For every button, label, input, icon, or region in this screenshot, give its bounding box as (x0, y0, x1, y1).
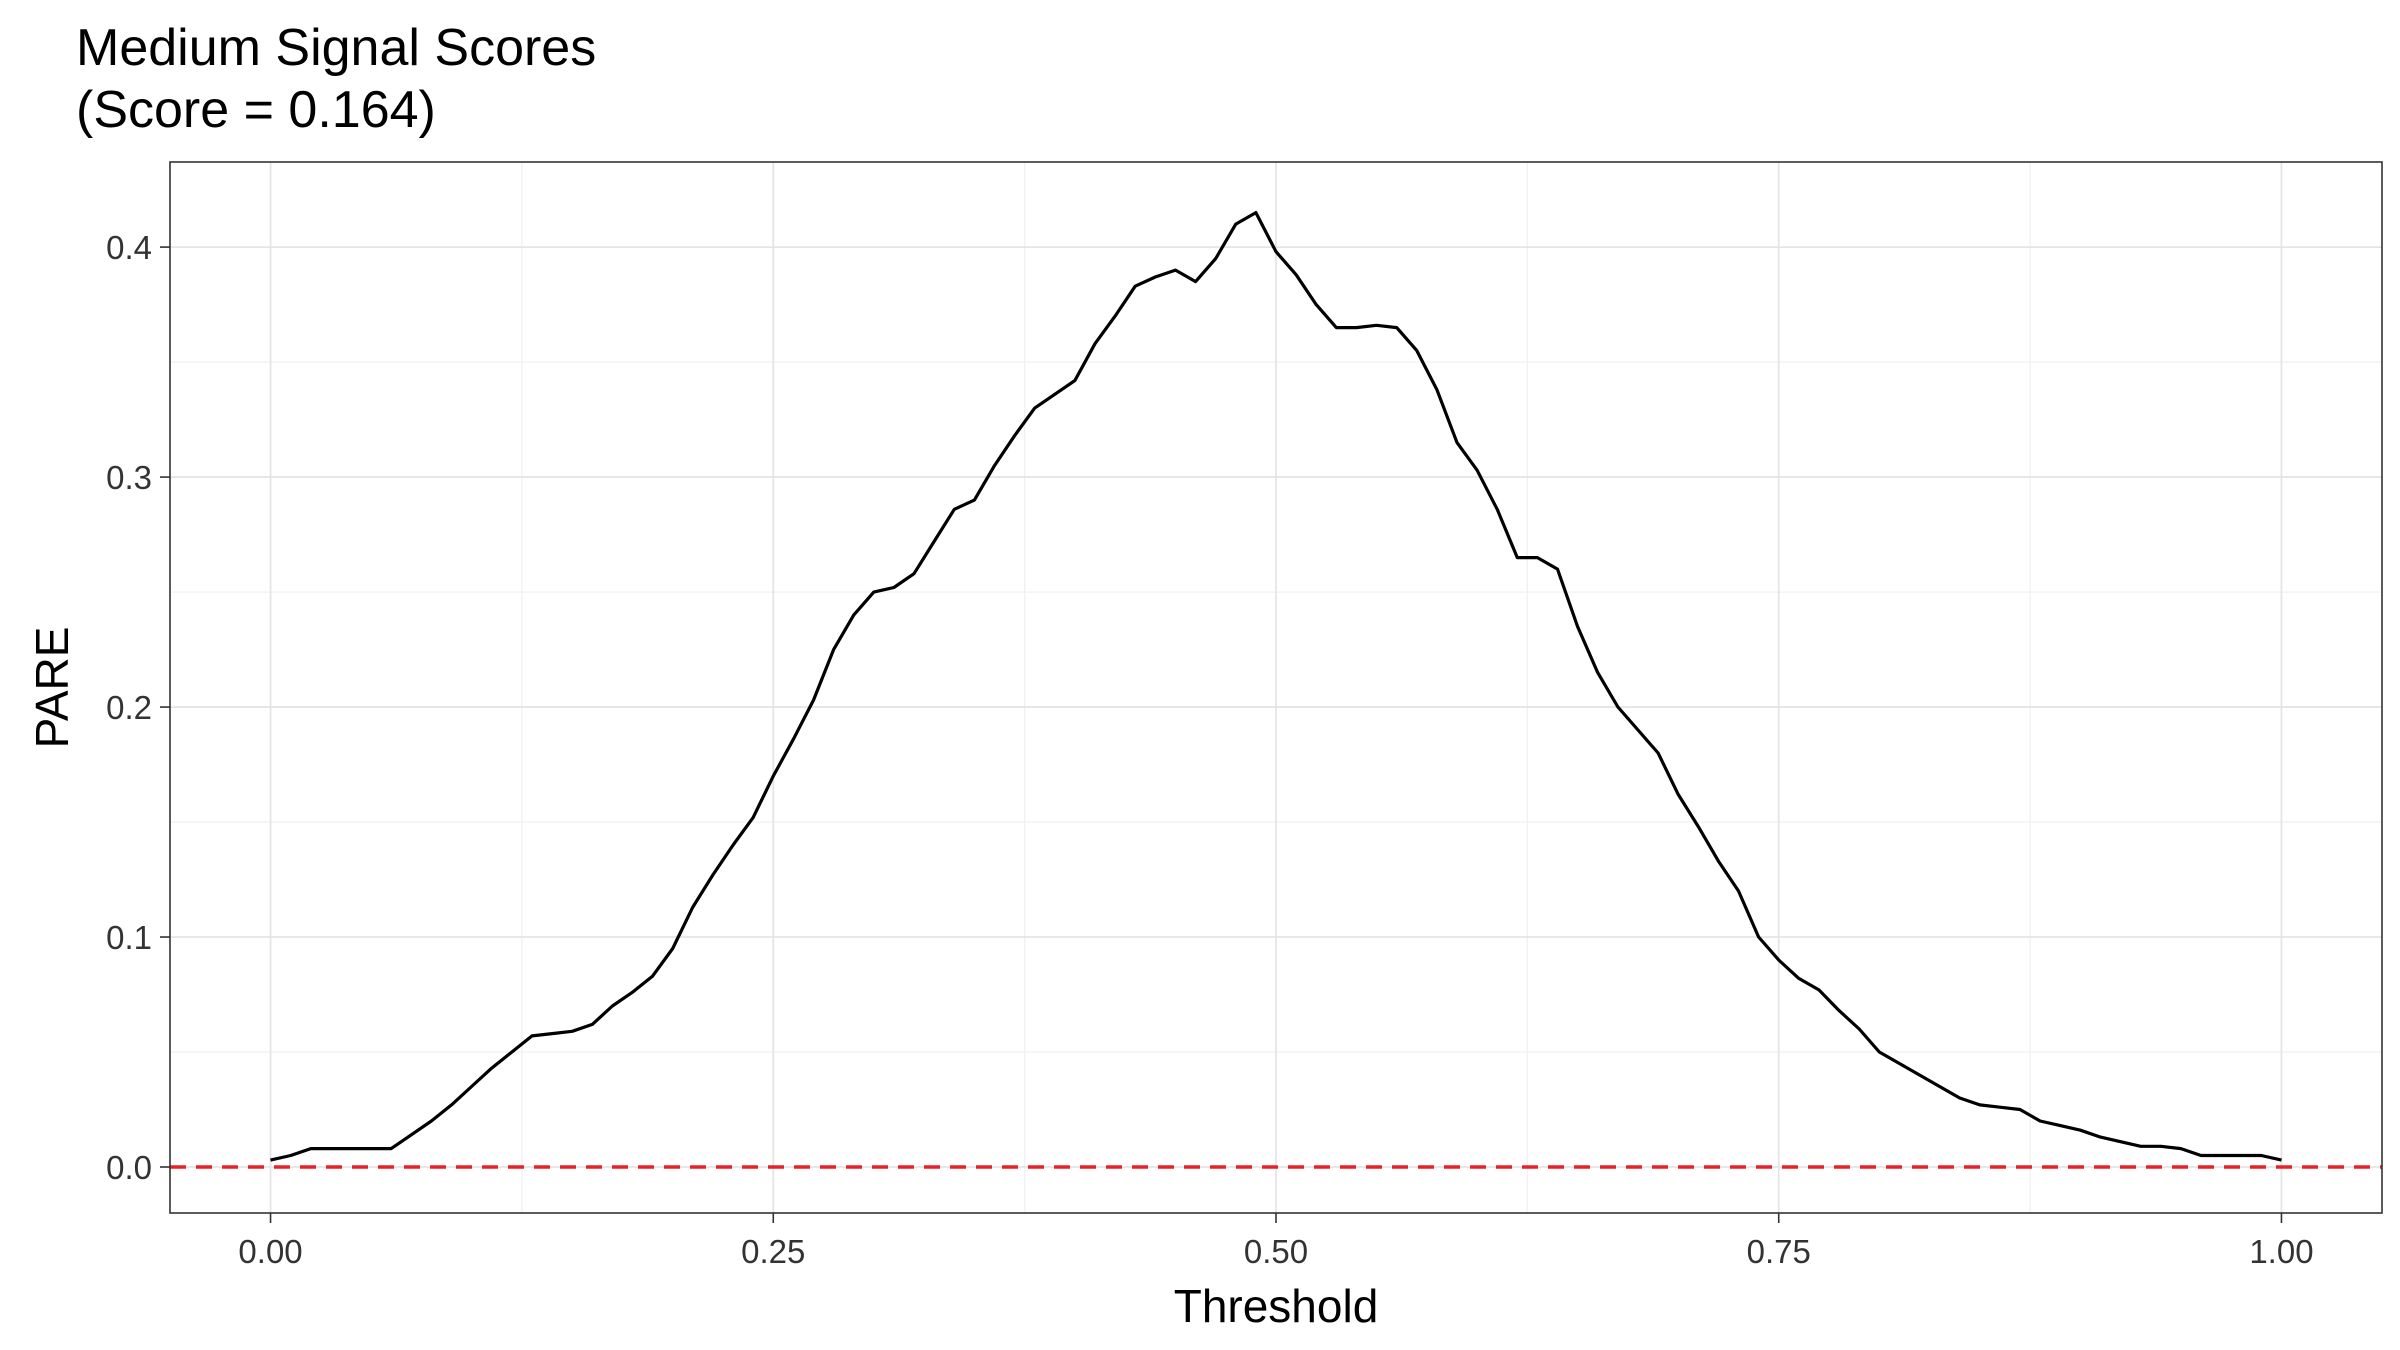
y-axis-title: PARE (26, 627, 78, 749)
y-tick-label: 0.3 (106, 459, 152, 496)
x-tick-label: 0.25 (741, 1233, 805, 1270)
x-tick-label: 0.00 (238, 1233, 302, 1270)
series-line (270, 211, 2282, 1162)
chart-subtitle: (Score = 0.164) (76, 81, 436, 139)
x-tick-label: 1.00 (2249, 1233, 2313, 1270)
chart-title: Medium Signal Scores (76, 19, 597, 77)
y-tick-label: 0.1 (106, 919, 152, 956)
y-tick-label: 0.0 (106, 1149, 152, 1186)
y-axis-ticks: 0.0 0.1 0.2 0.3 0.4 (106, 229, 170, 1186)
y-tick-label: 0.4 (106, 229, 152, 266)
x-tick-label: 0.75 (1747, 1233, 1811, 1270)
x-tick-label: 0.50 (1244, 1233, 1308, 1270)
major-gridlines (170, 162, 2382, 1213)
x-axis-title: Threshold (1174, 1280, 1379, 1332)
y-tick-label: 0.2 (106, 689, 152, 726)
x-axis-ticks: 0.00 0.25 0.50 0.75 1.00 (238, 1213, 2314, 1270)
